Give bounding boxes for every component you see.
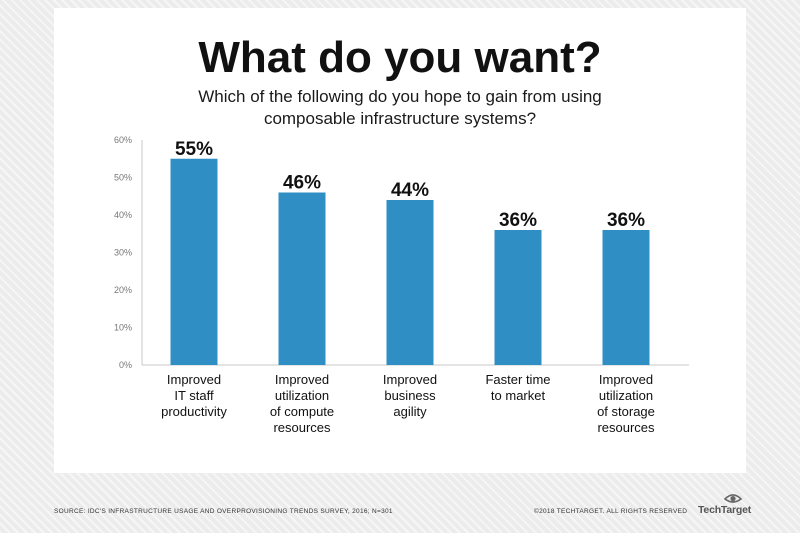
y-tick-label: 0%	[119, 360, 132, 370]
bar	[170, 158, 218, 365]
copyright-note: ©2018 TECHTARGET. ALL RIGHTS RESERVED	[534, 508, 688, 515]
x-tick-label: Faster time to market	[485, 372, 550, 403]
y-tick-label: 20%	[114, 285, 132, 295]
data-label: 55%	[175, 139, 213, 160]
x-tick-label: Improved utilization of storage resources	[597, 372, 655, 435]
bar	[494, 230, 542, 365]
y-tick-label: 10%	[114, 323, 132, 333]
chart-title: What do you want?	[198, 33, 602, 82]
eye-icon	[723, 494, 743, 503]
chart-card: What do you want? Which of the following…	[54, 8, 746, 473]
y-tick-label: 50%	[114, 173, 132, 183]
data-label: 36%	[499, 210, 537, 231]
logo-text: TechTarget	[698, 504, 752, 516]
bar-chart: 0% 10% 20% 30% 40% 50% 60% 55% Improved IT staff p…	[114, 135, 689, 435]
data-label: 44%	[391, 180, 429, 201]
y-tick-label: 30%	[114, 248, 132, 258]
source-note: SOURCE: IDC'S INFRASTRUCTURE USAGE AND O…	[54, 508, 393, 515]
bar	[602, 230, 650, 365]
y-tick-label: 60%	[114, 135, 132, 145]
x-tick-label: Improved utilization of compute resources	[270, 372, 334, 435]
y-tick-label: 40%	[114, 210, 132, 220]
x-tick-label: Improved business agility	[383, 372, 437, 419]
bar	[278, 192, 326, 365]
data-label: 46%	[283, 173, 321, 194]
chart-subtitle: Which of the following do you hope to ga…	[198, 87, 602, 128]
techtarget-logo: TechTarget	[698, 490, 752, 518]
data-label: 36%	[607, 210, 645, 231]
bar	[386, 200, 434, 365]
x-tick-label: Improved IT staff productivity	[161, 372, 227, 419]
